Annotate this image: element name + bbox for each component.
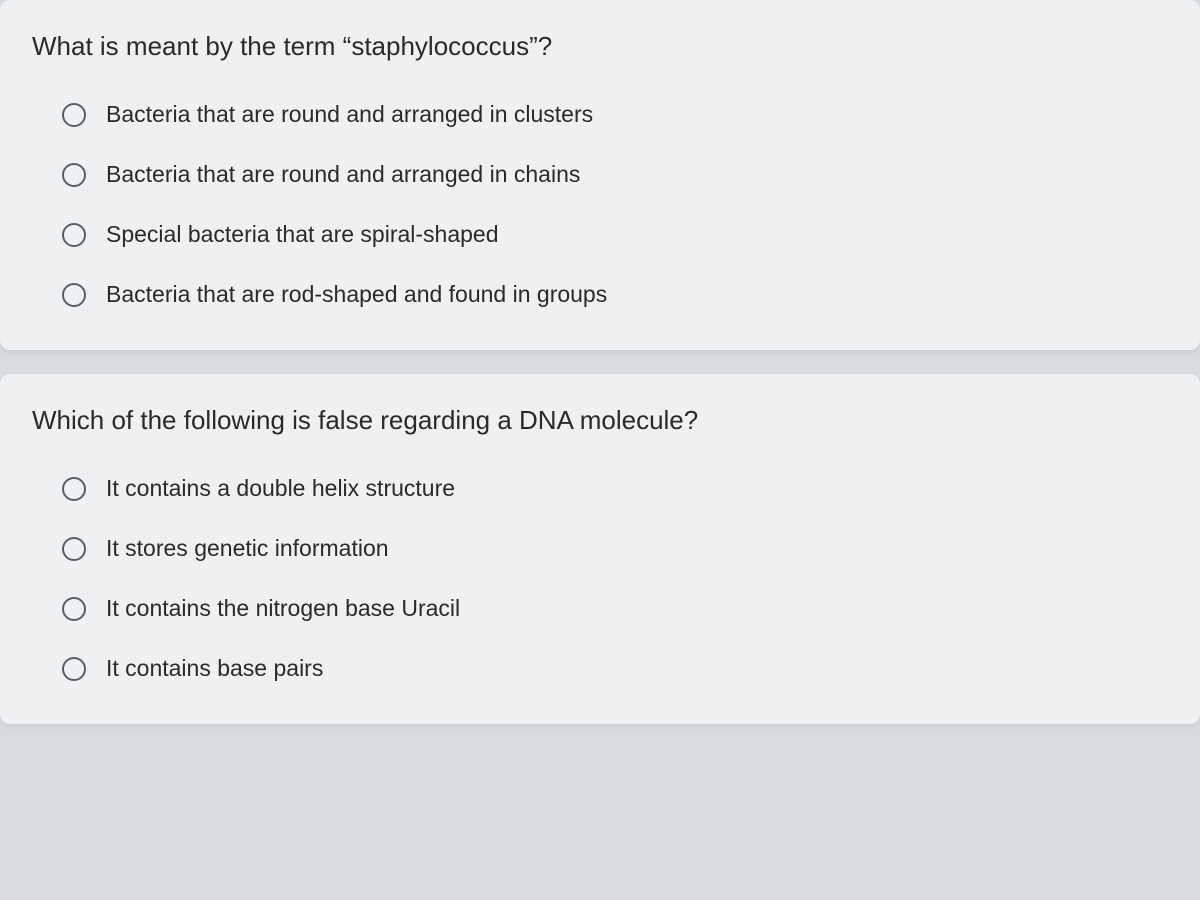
option-label: It contains the nitrogen base Uracil — [106, 594, 460, 624]
options-container: It contains a double helix structure It … — [32, 474, 1168, 684]
radio-icon[interactable] — [62, 597, 86, 621]
radio-icon[interactable] — [62, 223, 86, 247]
option-row[interactable]: It contains the nitrogen base Uracil — [62, 594, 1168, 624]
radio-icon[interactable] — [62, 477, 86, 501]
option-label: It contains base pairs — [106, 654, 323, 684]
radio-icon[interactable] — [62, 163, 86, 187]
option-row[interactable]: It contains base pairs — [62, 654, 1168, 684]
option-label: Bacteria that are round and arranged in … — [106, 100, 593, 130]
option-row[interactable]: Bacteria that are rod-shaped and found i… — [62, 280, 1168, 310]
options-container: Bacteria that are round and arranged in … — [32, 100, 1168, 310]
option-label: Special bacteria that are spiral-shaped — [106, 220, 499, 250]
question-card-2: Which of the following is false regardin… — [0, 374, 1200, 724]
radio-icon[interactable] — [62, 283, 86, 307]
option-label: Bacteria that are rod-shaped and found i… — [106, 280, 607, 310]
option-row[interactable]: Special bacteria that are spiral-shaped — [62, 220, 1168, 250]
option-label: It stores genetic information — [106, 534, 389, 564]
radio-icon[interactable] — [62, 103, 86, 127]
question-card-1: What is meant by the term “staphylococcu… — [0, 0, 1200, 350]
question-prompt: Which of the following is false regardin… — [32, 402, 1168, 438]
question-prompt: What is meant by the term “staphylococcu… — [32, 28, 1168, 64]
option-row[interactable]: Bacteria that are round and arranged in … — [62, 160, 1168, 190]
option-row[interactable]: Bacteria that are round and arranged in … — [62, 100, 1168, 130]
option-label: It contains a double helix structure — [106, 474, 455, 504]
radio-icon[interactable] — [62, 657, 86, 681]
option-row[interactable]: It contains a double helix structure — [62, 474, 1168, 504]
option-label: Bacteria that are round and arranged in … — [106, 160, 580, 190]
option-row[interactable]: It stores genetic information — [62, 534, 1168, 564]
radio-icon[interactable] — [62, 537, 86, 561]
